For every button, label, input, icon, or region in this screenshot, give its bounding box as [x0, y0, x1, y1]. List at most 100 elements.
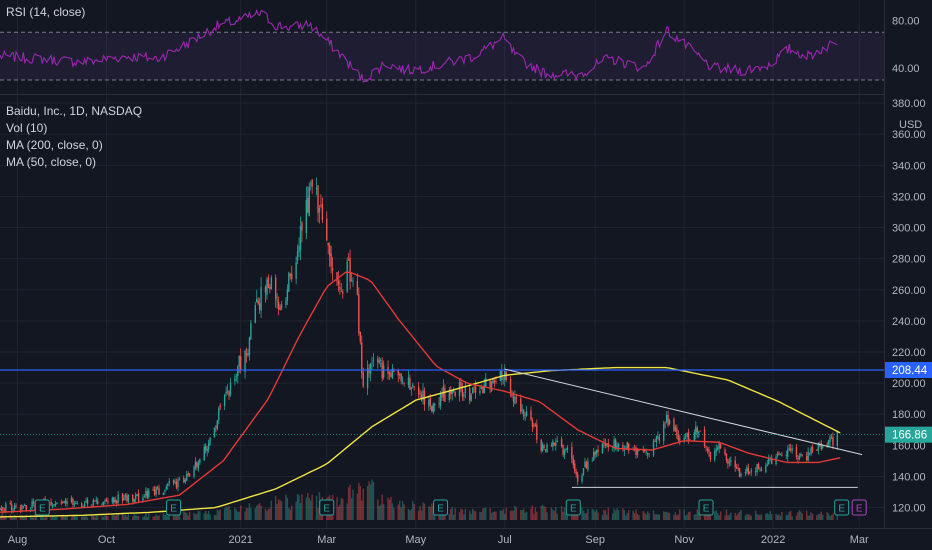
candle-body	[371, 361, 373, 363]
price-axis[interactable]: 40.00 80.00 120.00 140.00 160.00 180.00 200.00…	[884, 0, 932, 550]
candle-body	[696, 428, 698, 433]
candle-body	[410, 387, 413, 389]
candle-body	[142, 497, 144, 501]
candle-body	[155, 486, 157, 495]
candle-body	[795, 447, 798, 458]
candle-body	[673, 418, 675, 431]
candle-body	[584, 461, 586, 468]
volume-bar	[451, 507, 453, 520]
volume-bar	[101, 516, 103, 520]
volume-bar	[111, 515, 114, 520]
candle-body	[798, 455, 801, 459]
volume-bar	[188, 511, 191, 520]
candle-body	[728, 462, 731, 463]
candle-body	[56, 503, 58, 505]
volume-bar	[275, 496, 277, 520]
candle-body	[228, 391, 230, 397]
volume-bar	[512, 510, 515, 520]
candle-body	[203, 446, 205, 461]
candle-body	[340, 291, 343, 292]
candle-body	[254, 305, 256, 323]
candle-body	[593, 452, 595, 461]
volume-bar	[768, 514, 770, 520]
volume-bar	[91, 515, 93, 520]
price-legend[interactable]: Baidu, Inc., 1D, NASDAQ Vol (10) MA (200…	[6, 103, 142, 171]
indicator-ma200[interactable]: MA (200, close, 0)	[6, 138, 103, 152]
candle-body	[196, 462, 198, 467]
indicator-ma50[interactable]: MA (50, close, 0)	[6, 155, 97, 169]
earnings-badge-box	[698, 499, 714, 516]
candle-body	[237, 365, 239, 376]
volume-bar	[805, 510, 808, 520]
candle-body	[454, 392, 456, 396]
volume-bar	[740, 510, 742, 520]
volume-bar	[536, 511, 538, 520]
candle-body	[705, 445, 707, 448]
time-tick-label: Sep	[585, 534, 605, 546]
volume-bar	[92, 515, 95, 520]
candle-body	[380, 360, 382, 362]
earnings-badge-box	[34, 499, 50, 516]
indicator-vol[interactable]: Vol (10)	[6, 121, 48, 135]
candle-body	[552, 441, 554, 447]
candle-body	[480, 386, 483, 390]
candle-body	[556, 440, 558, 443]
candle-body	[25, 505, 27, 511]
candle-body	[321, 203, 324, 220]
candle-body	[514, 396, 516, 404]
volume-bar	[266, 510, 268, 520]
volume-bar	[53, 515, 55, 520]
volume-bar	[142, 516, 144, 520]
candle-body	[738, 467, 741, 477]
candle-body	[555, 442, 557, 446]
volume-bar	[560, 506, 563, 520]
candle-body	[740, 473, 742, 476]
price-tick-label: 120.00	[892, 503, 926, 515]
volume-bar	[56, 516, 58, 520]
candle-body	[76, 502, 79, 504]
volume-bar	[116, 514, 118, 520]
symbol-title[interactable]: Baidu, Inc., 1D, NASDAQ	[6, 104, 143, 118]
candle-body	[800, 454, 802, 456]
volume-bar	[295, 501, 297, 520]
candle-body	[626, 442, 628, 450]
candle-body	[636, 450, 639, 456]
price-tick-label: 300.00	[892, 223, 926, 235]
rsi-label[interactable]: RSI (14, close)	[6, 5, 86, 19]
volume-bar	[165, 514, 167, 520]
volume-bar	[530, 508, 532, 520]
candle-body	[54, 503, 57, 506]
candle-body	[219, 405, 221, 408]
candle-body	[734, 460, 736, 468]
candle-body	[279, 307, 281, 310]
volume-bar	[759, 514, 761, 520]
time-axis[interactable]: Aug Oct 2021 Mar May Jul Sep Nov 2022 Mar	[0, 528, 932, 547]
rsi-pane[interactable]	[0, 8, 884, 83]
volume-bar	[826, 512, 828, 520]
candle-body	[378, 360, 380, 363]
candle-body	[420, 394, 423, 399]
volume-bar	[317, 507, 319, 520]
hline-price-badge: 208.44	[885, 361, 932, 378]
volume-bar	[604, 510, 607, 520]
drawn-lines[interactable]	[0, 368, 884, 488]
volume-bar	[218, 510, 220, 520]
volume-bar	[668, 513, 671, 520]
volume-bar	[665, 511, 668, 520]
candle-body	[308, 186, 310, 216]
earnings-badge-letter: E	[323, 504, 330, 515]
candle-body	[571, 446, 573, 459]
volume-bar	[123, 515, 125, 520]
candle-body	[331, 268, 334, 271]
earnings-badge-letter: E	[856, 504, 863, 515]
volume-bar	[502, 508, 504, 520]
volume-bar	[727, 515, 729, 520]
candle-body	[693, 432, 696, 442]
price-candles[interactable]	[0, 177, 839, 515]
rsi-legend[interactable]: RSI (14, close)	[6, 4, 85, 21]
volume-bar	[473, 510, 475, 520]
candle-body	[286, 289, 289, 301]
candle-body	[512, 396, 515, 402]
